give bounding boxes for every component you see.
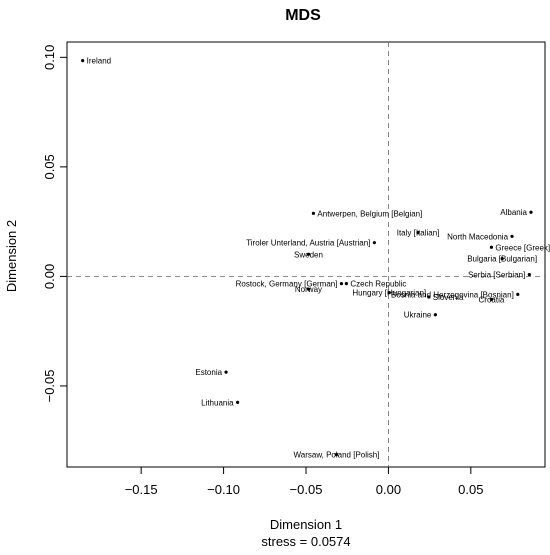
y-tick-label: −0.05 <box>42 369 57 402</box>
data-point <box>510 234 514 238</box>
data-point <box>527 273 531 277</box>
point-label: North Macedonia <box>447 232 508 241</box>
data-point <box>433 313 437 317</box>
axes: −0.15 −0.10 −0.05 0.00 0.05 −0.05 0.00 0.05 0.10 <box>42 45 483 497</box>
data-point <box>489 245 494 249</box>
data-point <box>224 370 228 374</box>
point-label: Sweden <box>294 250 323 259</box>
point-label: Norway <box>295 285 322 294</box>
data-point <box>489 297 494 302</box>
point-label: Estonia <box>195 368 222 377</box>
y-tick-label: 0.00 <box>42 264 57 289</box>
point-label: Hungary [Hungarian] <box>352 289 426 298</box>
point-label: Slovenia <box>433 293 464 302</box>
x-tick-label: −0.10 <box>207 482 240 497</box>
data-point <box>500 257 504 261</box>
point-label: Croatia <box>479 295 505 304</box>
x-axis-title: Dimension 1 <box>270 517 342 532</box>
data-point <box>311 211 316 215</box>
point-label: Serbia [Serbian] <box>468 271 525 280</box>
x-tick-label: −0.15 <box>125 482 158 497</box>
data-point <box>529 210 533 214</box>
point-label: Ireland <box>87 57 111 66</box>
points: Ireland Antwerpen, Belgium [Belgian] Alban… <box>81 57 550 460</box>
data-point <box>235 400 240 404</box>
data-point <box>344 282 348 286</box>
x-tick-label: −0.05 <box>290 482 323 497</box>
x-tick-label: 0.05 <box>458 482 483 497</box>
point-label: Czech Republic <box>350 280 406 289</box>
data-point <box>334 452 339 457</box>
point-label: Greece [Greek] <box>495 243 550 252</box>
data-point <box>339 282 344 286</box>
data-point <box>81 59 85 63</box>
data-point <box>387 291 391 295</box>
point-label: Albania <box>500 208 527 217</box>
point-label: Italy [Italian] <box>397 229 440 238</box>
point-label: Ukraine <box>404 311 432 320</box>
y-tick-label: 0.05 <box>42 154 57 179</box>
point-label: Warsaw, Poland [Polish] <box>294 451 380 460</box>
point-label: Tiroler Unterland, Austria [Austrian] <box>246 239 370 248</box>
chart-title: MDS <box>285 7 321 24</box>
stress-label: stress = 0.0574 <box>261 534 350 549</box>
data-point <box>516 292 520 296</box>
data-point <box>372 241 377 245</box>
point-label: Bulgaria [Bulgarian] <box>467 255 537 264</box>
point-label: Lithuania <box>201 398 234 407</box>
data-point <box>306 287 311 291</box>
y-tick-label: 0.10 <box>42 45 57 70</box>
data-point <box>427 295 431 299</box>
x-tick-label: 0.00 <box>376 482 401 497</box>
y-axis-title: Dimension 2 <box>4 220 19 292</box>
point-label: Bosnia and Herzegovina [Bosnian] <box>391 290 514 299</box>
point-label: Rostock, Germany [German] <box>236 280 338 289</box>
data-point <box>416 230 420 235</box>
point-label: Antwerpen, Belgium [Belgian] <box>317 209 422 218</box>
data-point <box>306 252 311 256</box>
